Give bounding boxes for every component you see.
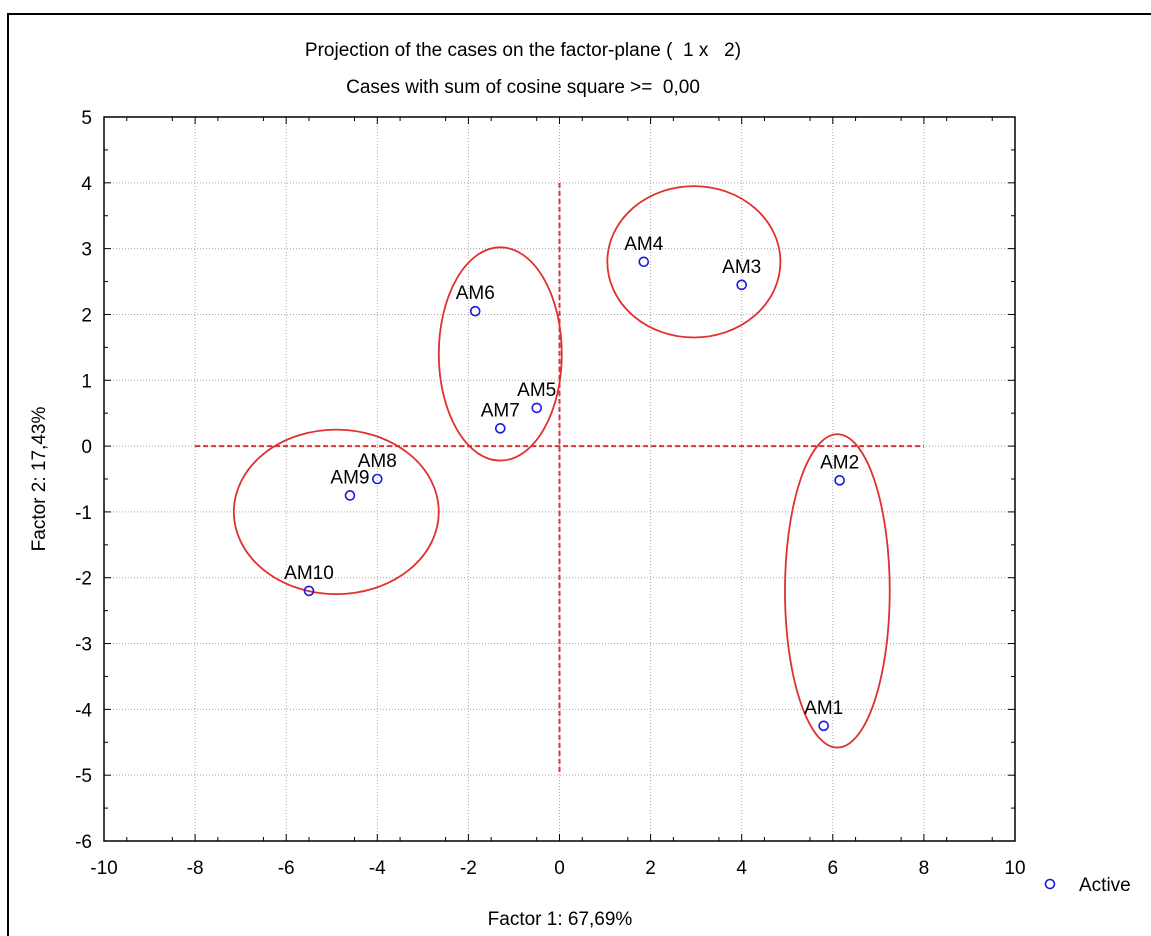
cluster-ellipse bbox=[437, 246, 563, 462]
x-tick-label: 6 bbox=[828, 858, 839, 879]
data-point-label: AM4 bbox=[624, 234, 664, 255]
y-tick-label: -4 bbox=[75, 700, 92, 721]
cluster-ellipse bbox=[784, 433, 891, 749]
legend-marker-active bbox=[1044, 878, 1056, 890]
data-point bbox=[371, 473, 383, 485]
data-point-label: AM1 bbox=[804, 698, 843, 719]
y-tick-label: 5 bbox=[81, 108, 92, 129]
data-point bbox=[494, 423, 506, 434]
data-point bbox=[638, 256, 650, 268]
reference-lines bbox=[195, 182, 924, 776]
y-axis-label: Factor 2: 17,43% bbox=[29, 407, 50, 552]
data-point-label: AM8 bbox=[358, 451, 397, 472]
x-axis-label: Factor 1: 67,69% bbox=[488, 909, 633, 930]
cluster-ellipse bbox=[232, 428, 440, 596]
y-tick-label: 3 bbox=[81, 240, 92, 261]
x-tick-label: 8 bbox=[919, 858, 930, 879]
x-tick-label: -10 bbox=[90, 858, 117, 879]
y-tick-label: -3 bbox=[75, 635, 92, 656]
y-tick-label: -2 bbox=[75, 569, 92, 590]
y-tick-label: 0 bbox=[81, 437, 92, 458]
x-tick-label: 2 bbox=[645, 858, 656, 879]
x-tick-label: -6 bbox=[278, 858, 295, 879]
x-tick-label: -2 bbox=[460, 858, 477, 879]
window-frame bbox=[7, 13, 1151, 936]
cluster-ellipse bbox=[606, 185, 782, 339]
data-point bbox=[303, 585, 315, 597]
y-tick-label: 2 bbox=[81, 305, 92, 326]
x-tick-label: -8 bbox=[187, 858, 204, 879]
cluster-ellipses bbox=[232, 185, 891, 749]
data-point-label: AM2 bbox=[820, 452, 859, 473]
chart-subtitle: Cases with sum of cosine square >= 0,00 bbox=[346, 77, 700, 98]
data-point bbox=[344, 490, 356, 501]
y-tick-labels: -6 -5 -4 -3 -2 -1 0 1 2 3 4 5 bbox=[75, 108, 92, 853]
x-tick-label: 4 bbox=[736, 858, 747, 879]
data-point-label: AM9 bbox=[330, 467, 369, 488]
y-tick-label: -5 bbox=[75, 766, 92, 787]
data-point-label: AM10 bbox=[284, 563, 334, 584]
y-tick-label: 1 bbox=[81, 371, 92, 392]
x-tick-label: 10 bbox=[1004, 858, 1025, 879]
data-point-label: AM3 bbox=[722, 257, 761, 278]
chart-title: Projection of the cases on the factor-pl… bbox=[305, 40, 741, 61]
axis-ticks bbox=[103, 116, 1016, 842]
grid-lines bbox=[104, 117, 1015, 841]
data-point bbox=[818, 720, 829, 732]
data-point bbox=[531, 402, 543, 414]
x-tick-label: -4 bbox=[369, 858, 386, 879]
y-tick-label: -6 bbox=[75, 832, 92, 853]
x-tick-labels: -10 -8 -6 -4 -2 0 2 4 6 8 10 bbox=[90, 858, 1025, 879]
legend: Active bbox=[1044, 875, 1131, 896]
legend-label-active: Active bbox=[1079, 875, 1131, 896]
data-point-label: AM5 bbox=[517, 380, 556, 401]
data-point bbox=[736, 279, 748, 291]
x-tick-label: 0 bbox=[554, 858, 565, 879]
data-point-label: AM6 bbox=[456, 283, 495, 304]
data-point bbox=[834, 475, 845, 486]
data-point-label: AM7 bbox=[481, 400, 520, 421]
data-point bbox=[469, 305, 481, 317]
y-tick-label: 4 bbox=[81, 174, 92, 195]
y-tick-label: -1 bbox=[75, 503, 92, 524]
